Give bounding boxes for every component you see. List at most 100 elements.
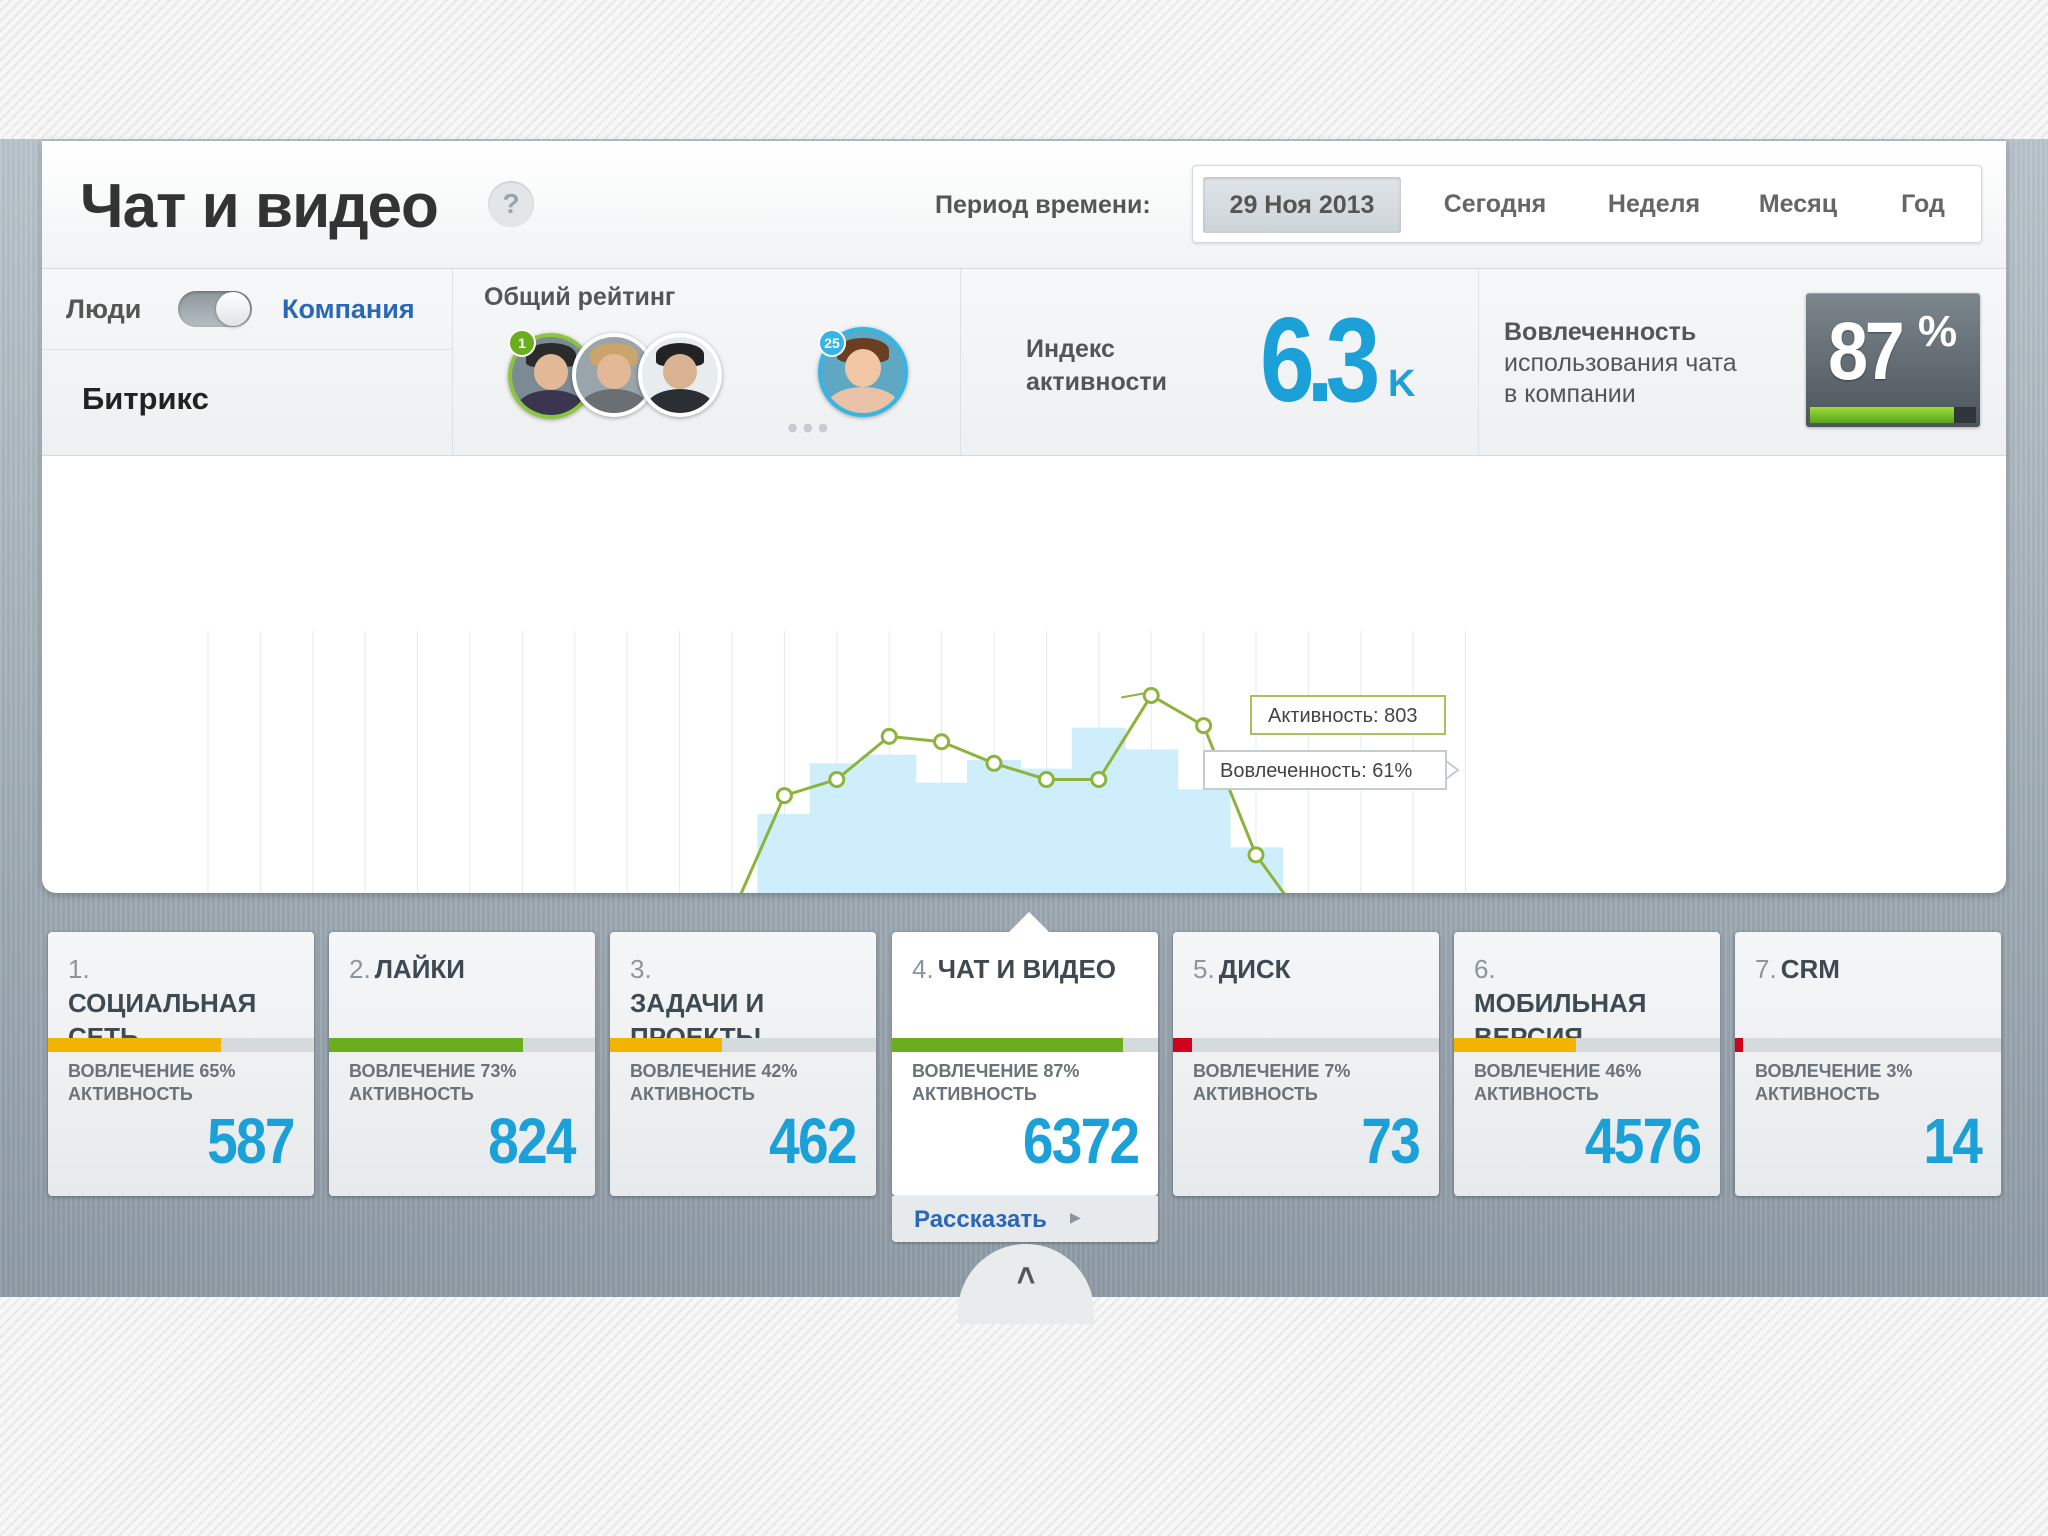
period-month-button[interactable]: Месяц — [1758, 190, 1838, 218]
bar — [967, 760, 1021, 893]
period-selector: 29 Ноя 2013 Сегодня Неделя Месяц Год — [1192, 165, 1982, 243]
module-engagement-fill — [48, 1038, 221, 1052]
module-activity-label: АКТИВНОСТЬ — [630, 1084, 755, 1104]
tell-tab: Рассказать ▶ — [892, 1196, 1158, 1242]
stats-divider — [960, 269, 961, 455]
module-card-stats: ВОВЛЕЧЕНИЕ 3% АКТИВНОСТЬ — [1755, 1060, 1912, 1106]
module-activity-label: АКТИВНОСТЬ — [1193, 1084, 1318, 1104]
chevron-up-icon: ˄ — [1016, 1258, 1036, 1294]
rating-label: Общий рейтинг — [484, 283, 676, 311]
module-card-stats: ВОВЛЕЧЕНИЕ 7% АКТИВНОСТЬ — [1193, 1060, 1350, 1106]
panel-header: Чат и видео ? Период времени: 29 Ноя 201… — [42, 141, 2006, 269]
module-card[interactable]: 7. CRM ВОВЛЕЧЕНИЕ 3% АКТИВНОСТЬ 14 — [1735, 932, 2001, 1196]
engagement-label-bold: Вовлеченность — [1504, 318, 1697, 346]
toggle-knob — [216, 292, 250, 326]
bar — [862, 754, 917, 893]
module-card[interactable]: 2. Лайки ВОВЛЕЧЕНИЕ 73% АКТИВНОСТЬ 824 — [329, 932, 595, 1196]
module-engagement-label: ВОВЛЕЧЕНИЕ 73% — [349, 1061, 517, 1081]
activity-chart[interactable]: 0001020304050607080910111213141516171819… — [42, 456, 2006, 893]
data-point[interactable] — [933, 733, 951, 751]
annotation-connector — [1121, 692, 1144, 699]
more-users-dots: ••• — [787, 410, 833, 446]
module-engagement-fill — [892, 1038, 1124, 1052]
engagement-value: 87 — [1828, 306, 1905, 397]
module-card[interactable]: 4. Чат и видео ВОВЛЕЧЕНИЕ 87% АКТИВНОСТЬ 637… — [892, 932, 1158, 1196]
module-activity-value: 73 — [1361, 1105, 1421, 1177]
avatar[interactable] — [638, 333, 722, 417]
module-activity-value: 462 — [769, 1105, 857, 1177]
module-engagement-fill — [610, 1038, 722, 1052]
module-card[interactable]: 1.Социальная сеть ВОВЛЕЧЕНИЕ 65% АКТИВНОСТ… — [48, 932, 314, 1196]
data-point[interactable] — [1037, 770, 1055, 788]
module-activity-value: 587 — [207, 1105, 295, 1177]
engagement-unit: % — [1918, 307, 1958, 356]
data-point[interactable] — [1142, 686, 1160, 704]
engagement-label: Вовлеченность использования чата в компа… — [1504, 317, 1744, 410]
active-card-pointer — [1009, 912, 1049, 932]
module-card-title-text: Лайки — [374, 954, 465, 984]
module-engagement-label: ВОВЛЕЧЕНИЕ 7% — [1193, 1061, 1351, 1081]
period-week-button[interactable]: Неделя — [1607, 190, 1701, 218]
engagement-label-rest: использования чата в компании — [1504, 349, 1737, 408]
data-point[interactable] — [1090, 770, 1108, 788]
stats-divider — [1478, 269, 1479, 455]
annotation-pointer — [1445, 759, 1460, 781]
engagement-progress — [1810, 407, 1976, 423]
period-year-button[interactable]: Год — [1901, 190, 1945, 218]
tell-link[interactable]: Рассказать — [914, 1206, 1047, 1233]
bar — [1176, 789, 1231, 893]
rank-badge: 25 — [818, 329, 846, 357]
module-card-title-text: Чат и видео — [937, 954, 1117, 984]
module-card-title: 4. Чат и видео — [912, 952, 1152, 986]
module-activity-label: АКТИВНОСТЬ — [68, 1084, 193, 1104]
module-card[interactable]: 6.Мобильная версия ВОВЛЕЧЕНИЕ 46% АКТИВНОС… — [1454, 932, 1720, 1196]
module-activity-label: АКТИВНОСТЬ — [1474, 1084, 1599, 1104]
module-card-stats: ВОВЛЕЧЕНИЕ 73% АКТИВНОСТЬ — [349, 1060, 516, 1106]
module-card-number: 7. — [1755, 954, 1777, 984]
page-title: Чат и видео — [80, 172, 439, 241]
module-engagement-label: ВОВЛЕЧЕНИЕ 65% — [68, 1061, 236, 1081]
module-engagement-fill — [1454, 1038, 1577, 1052]
company-name: Битрикс — [82, 381, 209, 416]
annotation-box — [1203, 750, 1447, 790]
module-card[interactable]: 3.Задачи и проекты ВОВЛЕЧЕНИЕ 42% АКТИВНОС… — [610, 932, 876, 1196]
module-activity-value: 4576 — [1584, 1105, 1701, 1177]
period-today-button[interactable]: Сегодня — [1443, 190, 1547, 218]
main-panel: Чат и видео ? Период времени: 29 Ноя 201… — [42, 141, 2006, 893]
toggle-people-label[interactable]: Люди — [66, 294, 142, 324]
data-point[interactable] — [880, 727, 898, 745]
module-card-title-text: CRM — [1780, 954, 1840, 984]
module-card-title: 5. Диск — [1193, 952, 1433, 986]
module-engagement-label: ВОВЛЕЧЕНИЕ 46% — [1474, 1061, 1642, 1081]
module-engagement-label: ВОВЛЕЧЕНИЕ 87% — [912, 1061, 1080, 1081]
people-company-toggle[interactable] — [178, 291, 252, 327]
module-card-number: 3. — [630, 954, 652, 984]
data-point[interactable] — [985, 754, 1003, 772]
module-card-stats: ВОВЛЕЧЕНИЕ 65% АКТИВНОСТЬ — [68, 1060, 235, 1106]
annotation-box — [1250, 695, 1446, 735]
stats-row: Люди Компания Битрикс Общий рейтинг 1 ••… — [42, 269, 2006, 456]
module-engagement-label: ВОВЛЕЧЕНИЕ 42% — [630, 1061, 798, 1081]
module-card-stats: ВОВЛЕЧЕНИЕ 87% АКТИВНОСТЬ — [912, 1060, 1079, 1106]
data-point[interactable] — [1195, 717, 1213, 735]
data-point[interactable] — [775, 787, 793, 805]
annotation-activity: Активность: 803 — [1268, 705, 1418, 727]
bar — [914, 782, 969, 893]
module-card-number: 6. — [1474, 954, 1496, 984]
activity-index-label: Индекс активности — [1026, 335, 1167, 396]
module-activity-value: 14 — [1923, 1105, 1983, 1177]
toggle-company-label[interactable]: Компания — [282, 294, 415, 324]
activity-index-value: 6.3 — [1260, 293, 1380, 427]
period-date-button[interactable]: 29 Ноя 2013 — [1203, 177, 1401, 233]
bar — [1124, 749, 1179, 893]
help-icon[interactable]: ? — [488, 181, 534, 227]
data-point[interactable] — [828, 770, 846, 788]
module-card-number: 5. — [1193, 954, 1215, 984]
collapse-button[interactable]: ˄ — [958, 1244, 1094, 1324]
module-card[interactable]: 5. Диск ВОВЛЕЧЕНИЕ 7% АКТИВНОСТЬ 73 — [1173, 932, 1439, 1196]
module-engagement-label: ВОВЛЕЧЕНИЕ 3% — [1755, 1061, 1913, 1081]
bar — [1019, 768, 1074, 893]
annotation-engagement: Вовлеченность: 61% — [1220, 760, 1412, 782]
data-point[interactable] — [1247, 846, 1265, 864]
module-card-title: 2. Лайки — [349, 952, 589, 986]
